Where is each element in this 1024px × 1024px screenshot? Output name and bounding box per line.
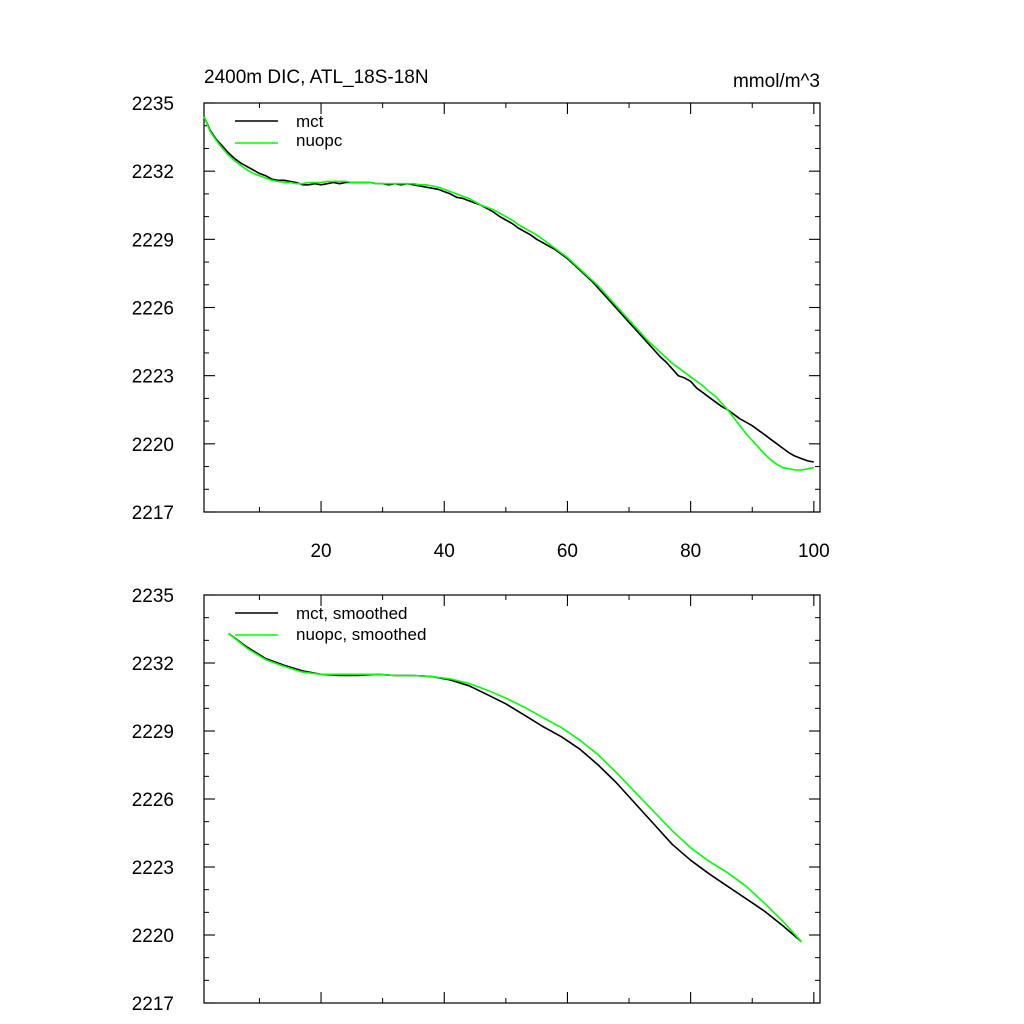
legend-label-mct: mct [296,112,324,131]
y-tick-label: 2217 [132,503,174,524]
plot-frame [203,102,821,513]
series-line-mct-smoothed [228,632,803,943]
y-tick-label: 2223 [132,858,174,879]
series-line-nuopc-smoothed [228,632,803,943]
y-tick-label: 2226 [132,299,174,320]
x-tick-label: 60 [557,541,578,562]
y-tick-label: 2220 [132,926,174,947]
top-panel-axes: 2217 2220 2223 2226 2229 2232 2235 20 40 60 80 100 [132,94,830,562]
top-panel-legend: mct nuopc [235,112,343,150]
legend-label-nuopc-smoothed: nuopc, smoothed [296,625,426,644]
x-tick-label: 80 [680,541,701,562]
x-tick-label: 100 [798,541,830,562]
bottom-panel-series [228,632,803,943]
bottom-panel-axes: 2217 2220 2223 2226 2229 2232 2235 [132,586,821,1015]
series-line-mct [203,116,814,463]
chart-title: 2400m DIC, ATL_18S-18N [204,67,429,88]
legend-label-nuopc: nuopc [296,131,343,150]
x-tick-label: 20 [310,541,331,562]
y-tick-label: 2232 [132,162,174,183]
top-panel-series [203,116,814,471]
y-tick-label: 2232 [132,654,174,675]
legend-label-mct-smoothed: mct, smoothed [296,604,408,623]
y-tick-label: 2229 [132,722,174,743]
y-tick-label: 2235 [132,94,174,115]
x-tick-label: 40 [434,541,455,562]
units-label: mmol/m^3 [733,71,820,92]
y-tick-label: 2226 [132,790,174,811]
plot-frame [203,594,821,1004]
y-tick-label: 2220 [132,435,174,456]
bottom-panel-legend: mct, smoothed nuopc, smoothed [235,604,426,644]
y-tick-label: 2229 [132,230,174,251]
series-line-nuopc [203,116,814,471]
top-panel: 2400m DIC, ATL_18S-18N mmol/m^3 2217 2220… [132,67,830,562]
y-tick-label: 2223 [132,367,174,388]
bottom-panel: 2217 2220 2223 2226 2229 2232 2235 mct, smooth… [132,586,821,1015]
y-tick-label: 2217 [132,994,174,1015]
y-tick-label: 2235 [132,586,174,607]
